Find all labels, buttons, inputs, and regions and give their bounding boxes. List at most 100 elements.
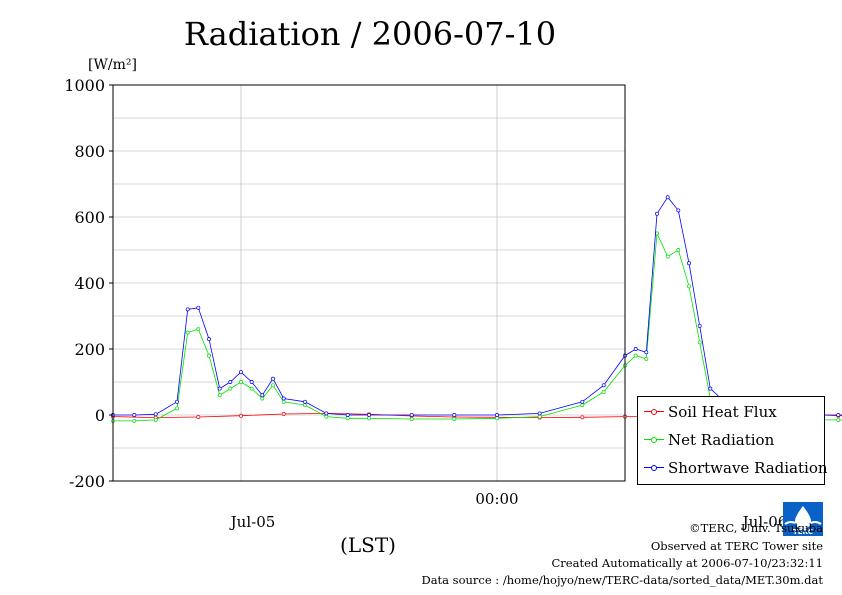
data-point <box>367 413 371 417</box>
data-point <box>836 417 841 422</box>
data-point <box>367 416 371 421</box>
data-point <box>708 386 713 391</box>
data-point <box>601 389 606 394</box>
data-point <box>249 380 254 384</box>
data-point <box>271 383 275 388</box>
data-point <box>495 416 499 421</box>
data-point <box>249 386 254 391</box>
series-line <box>113 196 842 416</box>
x-axis-label: (LST) <box>340 533 396 557</box>
grid-lines <box>113 84 625 482</box>
data-point <box>697 340 702 345</box>
data-point <box>537 411 542 416</box>
data-point <box>228 380 233 384</box>
x-tick-time-label: 00:00 <box>475 490 518 508</box>
x-tick-labels: 00:00Jul-05Jul-06Jul-07Jul-08Jul-09Jul-1… <box>229 490 788 531</box>
data-point <box>665 195 670 200</box>
data-point <box>303 399 307 404</box>
data-point <box>196 415 201 419</box>
data-point <box>153 412 158 417</box>
data-point <box>281 412 286 416</box>
data-point <box>345 413 350 417</box>
data-point <box>217 393 222 398</box>
data-point <box>281 399 286 404</box>
data-point <box>676 248 681 252</box>
data-point <box>185 307 190 312</box>
data-point <box>452 413 457 417</box>
legend-swatch-red <box>644 407 664 417</box>
series-layer <box>111 195 842 424</box>
data-point <box>239 380 243 384</box>
data-point <box>633 347 638 351</box>
data-point <box>303 403 307 408</box>
data-point <box>281 396 286 401</box>
legend-item-soil-heat-flux: Soil Heat Flux <box>638 401 777 423</box>
legend-label: Soil Heat Flux <box>668 403 777 421</box>
data-point <box>697 323 702 328</box>
footer-copyright: ©TERC, Univ. Tsukuba <box>689 521 823 535</box>
data-point <box>409 417 414 421</box>
data-point <box>537 414 542 419</box>
legend-label: Net Radiation <box>668 431 775 449</box>
y-tick-label: 600 <box>74 208 105 227</box>
data-point <box>239 370 243 375</box>
data-point <box>409 413 414 417</box>
footer-created: Created Automatically at 2006-07-10/23:3… <box>551 556 824 570</box>
data-point <box>345 416 350 421</box>
chart-title: Radiation / 2006-07-10 <box>184 15 556 53</box>
legend-swatch-green <box>644 435 664 445</box>
data-point <box>655 211 659 216</box>
data-point <box>452 417 457 421</box>
data-point <box>185 330 190 335</box>
y-tick-label: 400 <box>74 274 105 293</box>
data-point <box>153 417 158 422</box>
data-point <box>260 393 265 398</box>
data-point <box>175 406 179 411</box>
terc-logo-icon: TERC <box>783 502 823 536</box>
y-axis-unit-label: [W/m²] <box>88 57 137 73</box>
data-point <box>217 386 222 391</box>
x-tick-day-label: Jul-05 <box>229 513 276 531</box>
data-point <box>324 414 329 419</box>
legend-swatch-blue <box>644 463 664 473</box>
data-point <box>239 413 243 418</box>
data-point <box>495 413 499 417</box>
data-point <box>633 353 638 358</box>
data-point <box>271 376 275 381</box>
data-point <box>687 261 691 266</box>
data-point <box>687 284 691 289</box>
y-tick-label: 800 <box>74 142 105 161</box>
data-point <box>207 337 211 342</box>
data-point <box>132 413 137 417</box>
legend-item-net-radiation: Net Radiation <box>638 429 774 451</box>
svg-text:TERC: TERC <box>793 528 813 536</box>
data-point <box>580 399 585 404</box>
y-tick-label: 0 <box>95 406 105 425</box>
footer-observed: Observed at TERC Tower site <box>650 539 823 553</box>
legend-label: Shortwave Radiation <box>668 459 828 477</box>
data-point <box>324 411 329 416</box>
data-point <box>676 208 681 213</box>
y-tick-labels: -200 0 200 400 600 800 1000 <box>64 76 113 491</box>
data-point <box>260 396 265 401</box>
series-line <box>113 231 842 423</box>
y-tick-label: -200 <box>69 472 105 491</box>
y-tick-label: 200 <box>74 340 105 359</box>
data-point <box>207 353 211 358</box>
data-point <box>580 403 585 408</box>
data-point <box>132 418 137 423</box>
data-point <box>644 350 649 355</box>
data-point <box>196 305 201 310</box>
y-tick-label: 1000 <box>64 76 105 95</box>
data-point <box>644 356 649 361</box>
legend: Soil Heat Flux Net Radiation Shortwave R… <box>637 396 828 485</box>
data-point <box>836 413 841 417</box>
data-point <box>228 386 233 391</box>
data-point <box>196 327 201 332</box>
data-point <box>665 254 670 259</box>
data-point <box>580 415 585 420</box>
data-point <box>175 399 179 404</box>
x-tick-day-label: Jul-06 <box>741 513 788 531</box>
legend-item-shortwave-radiation: Shortwave Radiation <box>638 457 828 479</box>
